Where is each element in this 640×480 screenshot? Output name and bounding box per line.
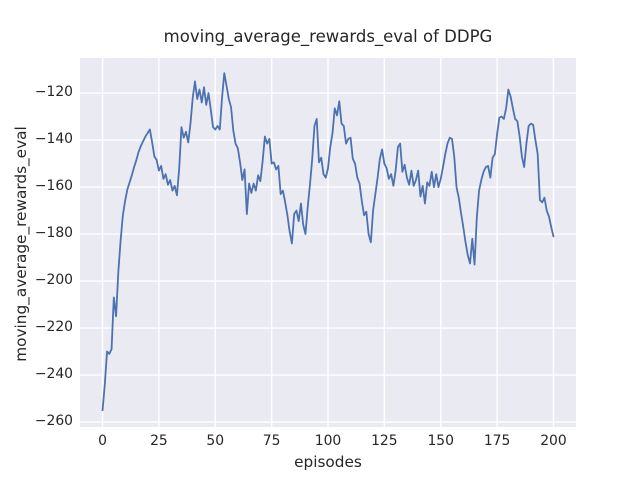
chart-title: moving_average_rewards_eval of DDPG <box>163 27 493 46</box>
x-tick-label: 200 <box>540 433 567 450</box>
x-tick-label: 175 <box>483 433 511 450</box>
reward-line-series <box>101 72 555 412</box>
x-tick-label: 100 <box>314 433 342 450</box>
x-tick-label: 150 <box>427 433 454 450</box>
y-tick-label: −240 <box>34 366 73 383</box>
y-tick-label: −260 <box>34 413 73 430</box>
x-axis-label: episodes <box>294 453 362 471</box>
y-tick-label: −140 <box>34 131 73 148</box>
y-tick-label: −120 <box>34 84 73 101</box>
x-tick-label: 0 <box>98 433 107 450</box>
y-tick-label: −180 <box>34 225 73 242</box>
x-tick-label: 25 <box>150 433 168 450</box>
x-tick-label: 75 <box>262 433 281 450</box>
line-DDPG moving average rewards (eval) <box>101 72 555 412</box>
y-tick-label: −220 <box>34 319 73 336</box>
x-tick-label: 125 <box>371 433 398 450</box>
y-tick-label: −200 <box>34 272 73 289</box>
y-axis-label: moving_average_rewards_eval <box>12 126 30 362</box>
grid-lines <box>80 57 576 428</box>
x-tick-label: 50 <box>206 433 225 450</box>
y-tick-label: −160 <box>34 178 73 195</box>
